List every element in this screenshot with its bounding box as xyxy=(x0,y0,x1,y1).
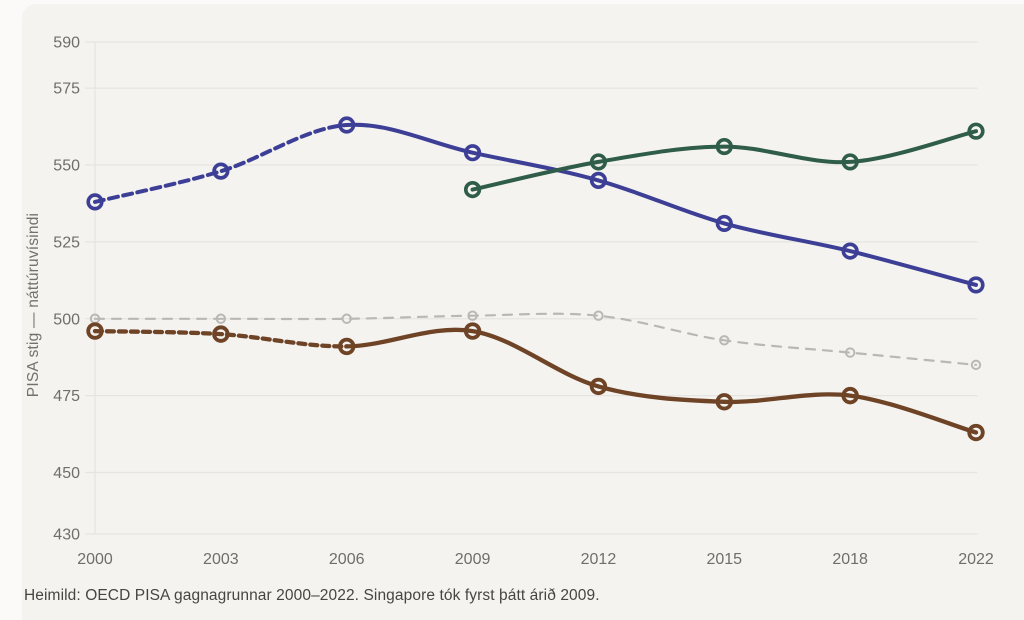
blue-data-point-marker xyxy=(967,276,985,294)
source-caption: Heimild: OECD PISA gagnagrunnar 2000–202… xyxy=(24,587,600,604)
green-data-point-marker xyxy=(715,137,733,156)
green-data-point-marker xyxy=(841,153,859,171)
gray-dashed-data-point-marker xyxy=(341,313,352,324)
x-tick-label: 2018 xyxy=(832,551,868,568)
gray-dashed-data-point-marker xyxy=(467,310,478,321)
blue-line-dashed xyxy=(93,123,349,204)
green-data-point-marker xyxy=(967,122,985,140)
x-tick-label: 2006 xyxy=(329,551,365,568)
blue-data-point-marker xyxy=(86,193,104,211)
brown-data-point-marker xyxy=(841,386,859,405)
brown-data-point-marker xyxy=(86,322,104,340)
brown-data-point-marker xyxy=(967,423,985,442)
blue-line-solid xyxy=(344,122,978,287)
brown-data-point-marker xyxy=(589,377,608,396)
x-tick-label: 2012 xyxy=(581,551,617,568)
y-tick-label: 450 xyxy=(53,465,80,482)
x-tick-label: 2015 xyxy=(706,551,742,568)
blue-data-point-marker xyxy=(463,144,482,162)
y-tick-label: 575 xyxy=(53,81,80,98)
brown-line-dashed xyxy=(92,328,349,349)
blue-data-point-marker xyxy=(841,242,859,260)
blue-data-point-marker xyxy=(589,171,608,189)
green-line xyxy=(470,129,978,192)
gray-dashed-data-point-marker xyxy=(844,347,856,358)
brown-data-point-marker xyxy=(715,393,733,411)
x-tick-label: 2022 xyxy=(958,551,994,568)
blue-data-point-marker xyxy=(338,116,356,134)
x-tick-label: 2009 xyxy=(455,551,491,568)
y-axis-title: PISA stig — náttúruvísindi xyxy=(25,212,42,398)
y-tick-label: 525 xyxy=(53,234,80,251)
x-tick-label: 2000 xyxy=(77,551,113,568)
brown-data-point-marker xyxy=(212,325,230,343)
y-tick-label: 550 xyxy=(53,158,80,175)
y-tick-label: 590 xyxy=(53,35,80,52)
gray-dashed-line xyxy=(93,312,978,366)
y-tick-label: 430 xyxy=(53,527,80,544)
gray-dashed-data-point-marker xyxy=(593,310,604,321)
brown-line-solid xyxy=(344,327,979,435)
y-tick-label: 500 xyxy=(53,311,80,328)
brown-data-point-marker xyxy=(463,322,482,340)
y-tick-label: 475 xyxy=(53,388,80,405)
green-data-point-marker xyxy=(589,153,608,171)
chart-panel xyxy=(22,4,1024,620)
gray-dashed-data-point-marker xyxy=(970,359,982,371)
green-data-point-marker xyxy=(463,181,482,199)
gray-dashed-data-point-marker xyxy=(215,313,227,324)
blue-data-point-marker xyxy=(212,162,230,180)
brown-data-point-marker xyxy=(338,337,356,356)
blue-data-point-marker xyxy=(715,214,733,233)
gray-dashed-data-point-marker xyxy=(719,335,730,346)
x-tick-label: 2003 xyxy=(203,551,239,568)
